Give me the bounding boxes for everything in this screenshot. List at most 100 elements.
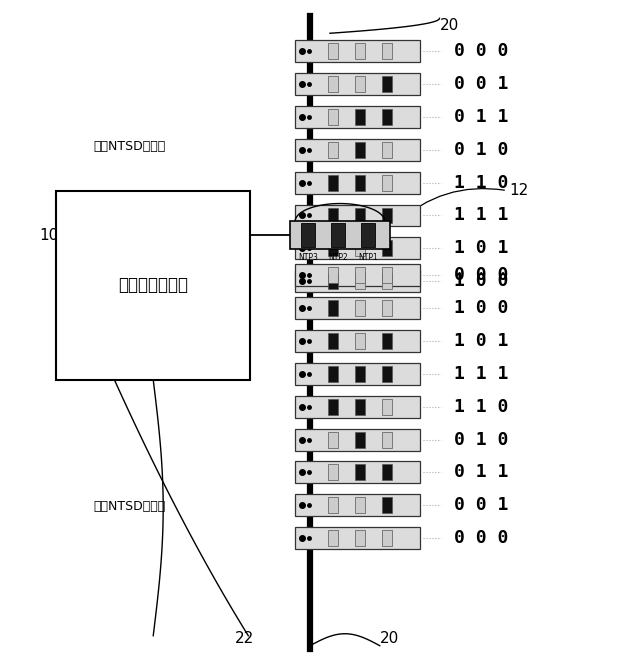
- Bar: [381, 273, 392, 289]
- Bar: [295, 40, 420, 62]
- Bar: [295, 494, 420, 516]
- Bar: [355, 497, 365, 513]
- Bar: [295, 237, 420, 259]
- Text: 0 1 0: 0 1 0: [454, 141, 509, 159]
- Bar: [381, 109, 392, 125]
- Bar: [295, 330, 420, 352]
- Bar: [295, 139, 420, 161]
- Bar: [295, 73, 420, 95]
- Bar: [381, 207, 392, 223]
- Bar: [295, 363, 420, 385]
- Bar: [355, 175, 365, 191]
- Bar: [328, 76, 338, 92]
- Bar: [328, 142, 338, 158]
- Text: 0 0 0: 0 0 0: [454, 266, 509, 284]
- Bar: [328, 300, 338, 316]
- Bar: [295, 429, 420, 450]
- Bar: [328, 497, 338, 513]
- Text: NTP1: NTP1: [395, 253, 411, 258]
- Bar: [355, 366, 365, 382]
- Text: 1 0 1: 1 0 1: [454, 239, 509, 257]
- Bar: [355, 240, 365, 256]
- Bar: [355, 399, 365, 415]
- Text: NTP1: NTP1: [358, 253, 378, 262]
- Bar: [295, 527, 420, 549]
- Bar: [328, 464, 338, 480]
- Bar: [328, 530, 338, 546]
- Bar: [295, 396, 420, 418]
- Text: 20: 20: [380, 630, 399, 646]
- Text: 1 0 0: 1 0 0: [454, 299, 509, 317]
- Bar: [381, 432, 392, 448]
- Bar: [355, 43, 365, 59]
- Bar: [381, 267, 392, 283]
- Bar: [355, 142, 365, 158]
- Bar: [381, 497, 392, 513]
- Text: 下部NTSDゾーン: 下部NTSDゾーン: [93, 500, 166, 513]
- Bar: [355, 333, 365, 349]
- Bar: [355, 300, 365, 316]
- Text: 1 1 1: 1 1 1: [454, 365, 509, 383]
- Bar: [295, 264, 420, 286]
- Text: 上部NTSDゾーン: 上部NTSDゾーン: [93, 140, 166, 153]
- Text: 10: 10: [39, 228, 58, 243]
- Bar: [56, 191, 250, 380]
- Bar: [381, 76, 392, 92]
- Bar: [381, 300, 392, 316]
- Text: 1 1 0: 1 1 0: [454, 398, 509, 416]
- Bar: [295, 297, 420, 319]
- Text: 22: 22: [236, 630, 255, 646]
- Bar: [295, 270, 420, 292]
- Bar: [381, 333, 392, 349]
- Bar: [355, 273, 365, 289]
- Bar: [328, 207, 338, 223]
- Bar: [381, 530, 392, 546]
- Text: NTP2: NTP2: [328, 253, 348, 262]
- Bar: [328, 43, 338, 59]
- Bar: [295, 106, 420, 128]
- Bar: [381, 366, 392, 382]
- Text: 12: 12: [509, 183, 529, 198]
- Text: 14: 14: [220, 263, 240, 278]
- Bar: [328, 432, 338, 448]
- Text: エレベータかご: エレベータかご: [118, 276, 188, 294]
- Text: 1 0 1: 1 0 1: [454, 332, 509, 350]
- Bar: [381, 464, 392, 480]
- Text: 0 1 1: 0 1 1: [454, 108, 509, 126]
- Text: 1 0 0: 1 0 0: [454, 272, 509, 290]
- Text: NTP3: NTP3: [298, 253, 318, 262]
- Bar: [295, 462, 420, 483]
- Bar: [328, 366, 338, 382]
- Bar: [295, 205, 420, 227]
- Text: 1 1 1: 1 1 1: [454, 207, 509, 225]
- Text: 1 1 0: 1 1 0: [454, 174, 509, 192]
- Text: 0 0 0: 0 0 0: [454, 42, 509, 60]
- Bar: [355, 530, 365, 546]
- Bar: [381, 399, 392, 415]
- Bar: [381, 175, 392, 191]
- Bar: [355, 109, 365, 125]
- Text: 0 0 1: 0 0 1: [454, 496, 509, 514]
- Bar: [328, 273, 338, 289]
- Bar: [328, 175, 338, 191]
- Bar: [381, 43, 392, 59]
- Bar: [361, 223, 375, 247]
- Bar: [328, 240, 338, 256]
- Bar: [290, 221, 390, 249]
- Bar: [301, 223, 315, 247]
- Bar: [381, 142, 392, 158]
- Bar: [355, 76, 365, 92]
- Bar: [381, 240, 392, 256]
- Bar: [328, 399, 338, 415]
- Bar: [355, 207, 365, 223]
- Bar: [355, 432, 365, 448]
- Bar: [295, 172, 420, 194]
- Text: 0 0 1: 0 0 1: [454, 75, 509, 93]
- Text: 0 1 1: 0 1 1: [454, 464, 509, 481]
- Bar: [331, 223, 345, 247]
- Bar: [355, 267, 365, 283]
- Bar: [328, 333, 338, 349]
- Bar: [328, 267, 338, 283]
- Text: 0 1 0: 0 1 0: [454, 430, 509, 449]
- Text: 20: 20: [440, 19, 459, 33]
